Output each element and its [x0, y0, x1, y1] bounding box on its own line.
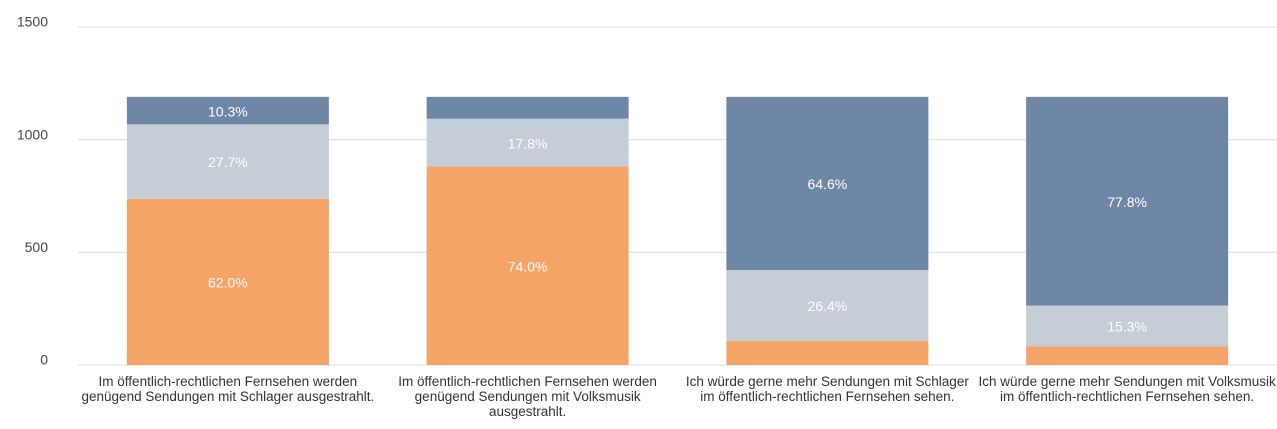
data-label: 77.8% — [1107, 194, 1147, 210]
y-tick-label: 0 — [40, 352, 48, 368]
data-label: 64.6% — [808, 176, 848, 192]
bar-segment — [1026, 346, 1229, 365]
y-tick-label: 1500 — [17, 14, 48, 30]
bar-segment — [726, 96, 929, 271]
x-tick-label: Im öffentlich-rechtlichen Fernsehen werd… — [81, 374, 375, 404]
x-tick-label: Ich würde gerne mehr Sendungen mit Volks… — [978, 374, 1276, 404]
bar-segment — [426, 118, 629, 167]
bar-segment — [1026, 96, 1229, 306]
data-label: 74.0% — [508, 258, 548, 274]
data-label: 26.4% — [808, 298, 848, 314]
data-label: 62.0% — [208, 275, 248, 291]
y-tick-label: 1000 — [17, 126, 48, 142]
y-tick-label: 500 — [25, 239, 49, 255]
data-label: 10.3% — [208, 103, 248, 119]
bar-segment — [126, 124, 329, 199]
data-label: 17.8% — [508, 135, 548, 151]
bar-segment — [126, 198, 329, 365]
bar-segment — [1026, 305, 1229, 347]
bar-segment — [126, 96, 329, 125]
bar-segment — [726, 270, 929, 341]
x-tick-label: Im öffentlich-rechtlichen Fernsehen werd… — [398, 374, 657, 419]
x-tick-label: Ich würde gerne mehr Sendungen mit Schla… — [685, 374, 969, 404]
bar-segment — [426, 166, 629, 365]
data-label: 27.7% — [208, 154, 248, 170]
bar-segment — [726, 340, 929, 365]
bar-segment — [426, 96, 629, 119]
data-label: 15.3% — [1107, 319, 1147, 335]
